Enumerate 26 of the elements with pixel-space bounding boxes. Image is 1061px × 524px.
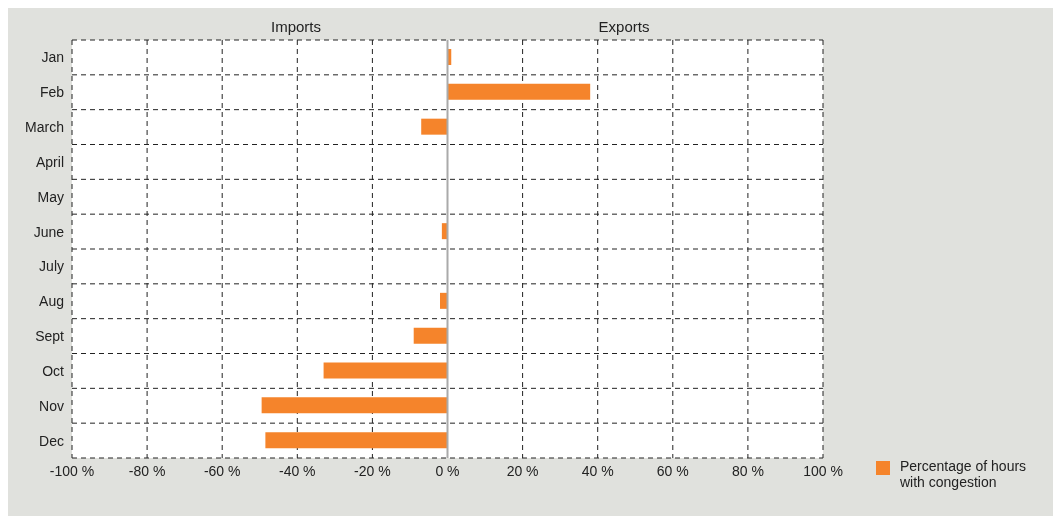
y-tick-label: May bbox=[37, 188, 64, 205]
text: Exports bbox=[597, 18, 651, 35]
x-tick-label: -100 % bbox=[49, 462, 95, 479]
y-tick-label: Nov bbox=[39, 397, 64, 414]
y-tick-label: Jan bbox=[41, 49, 64, 66]
y-tick-label: Dec bbox=[39, 432, 64, 449]
y-tick-label: Feb bbox=[39, 84, 65, 101]
y-tick-label: June bbox=[33, 223, 65, 240]
y-tick-label: April bbox=[35, 153, 64, 170]
x-tick-label: -80 % bbox=[128, 462, 166, 479]
y-tick-label: Sept bbox=[35, 328, 65, 345]
x-tick-label: -20 % bbox=[354, 462, 391, 479]
y-tick-label: Oct bbox=[42, 362, 65, 379]
y-tick-label: March bbox=[25, 119, 64, 136]
y-tick-label: July bbox=[39, 258, 64, 275]
x-tick-label: -40 % bbox=[279, 462, 316, 479]
x-tick-label: -60 % bbox=[203, 462, 241, 479]
x-tick-label: 60 % bbox=[656, 462, 689, 479]
x-tick-label: 80 % bbox=[731, 462, 764, 479]
text: Imports bbox=[270, 18, 322, 35]
x-tick-label: 100 % bbox=[803, 462, 843, 479]
x-tick-label: 0 % bbox=[435, 462, 460, 479]
legend-label: Percentage of hours with congestion bbox=[900, 458, 1028, 490]
x-tick-label: 20 % bbox=[506, 462, 539, 479]
y-tick-label: Aug bbox=[39, 293, 64, 310]
x-tick-label: 40 % bbox=[581, 462, 614, 479]
